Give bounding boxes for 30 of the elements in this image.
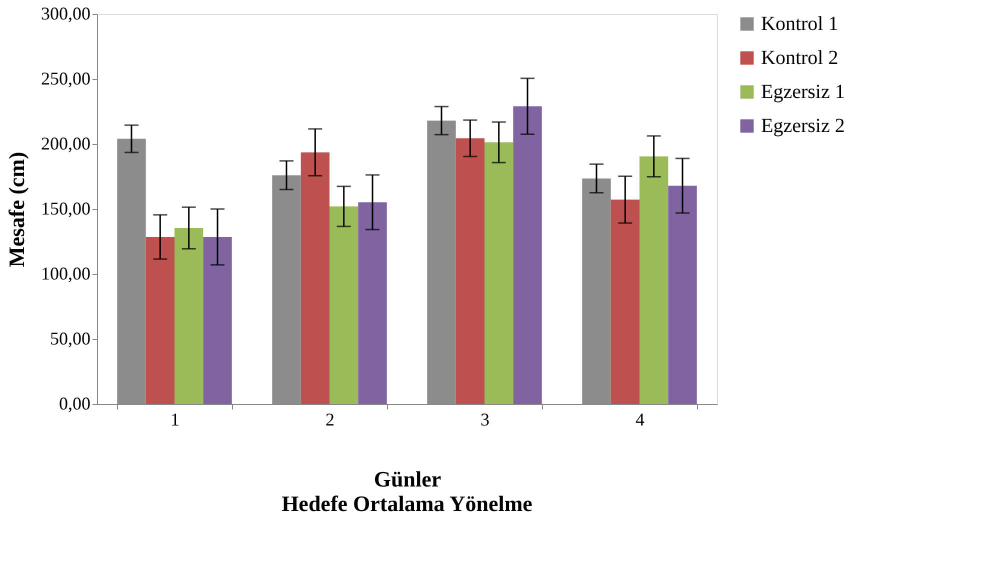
y-tick-label: 0,00 <box>59 394 90 414</box>
x-axis-title: Günler <box>374 466 442 492</box>
y-tick-label: 200,00 <box>41 134 90 154</box>
bar <box>203 236 232 404</box>
x-tick-label: 2 <box>326 410 334 430</box>
bar <box>456 138 484 404</box>
legend-label: Egzersiz 2 <box>761 115 845 137</box>
bar <box>484 142 514 404</box>
x-tick-label: 1 <box>170 410 180 430</box>
bar <box>300 152 330 404</box>
x-tick-label: 3 <box>480 410 490 430</box>
y-tick-label: 50,00 <box>50 328 90 348</box>
y-tick-label: 300,00 <box>41 4 90 24</box>
bar <box>174 228 204 404</box>
bar <box>513 106 542 404</box>
legend-label: Egzersiz 1 <box>761 81 845 103</box>
legend-label: Kontrol 1 <box>761 13 838 35</box>
y-tick-label: 250,00 <box>41 68 90 88</box>
bar <box>610 200 640 404</box>
bar <box>640 156 668 404</box>
bar <box>358 202 387 404</box>
x-tick-label: 4 <box>636 410 644 430</box>
legend-label: Kontrol 2 <box>761 47 838 69</box>
bar <box>668 186 697 404</box>
y-axis-title: Mesafe (cm) <box>4 152 29 268</box>
text: Hedefe Ortalama Yönelme <box>282 491 533 516</box>
bar <box>330 206 358 404</box>
bar <box>146 236 174 404</box>
y-tick-label: 150,00 <box>41 198 90 218</box>
y-tick-label: 100,00 <box>41 264 90 284</box>
